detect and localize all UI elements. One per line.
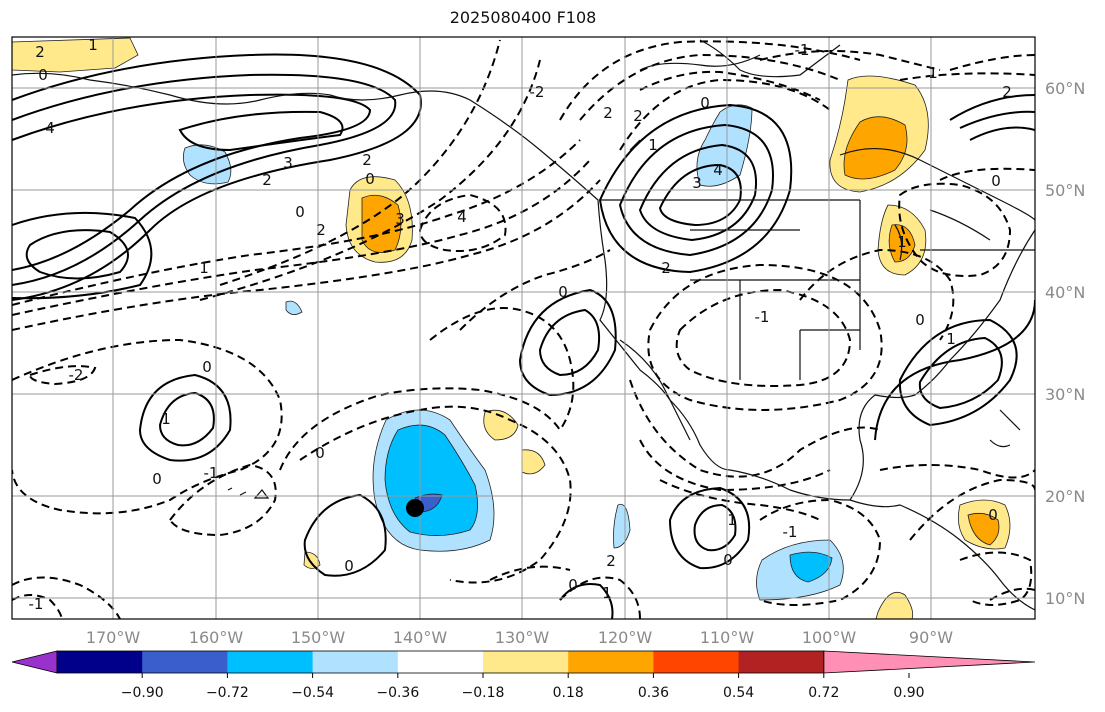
lon-label: 120°W xyxy=(598,628,653,647)
contour-label: 0 xyxy=(344,557,354,575)
contour-label: 4 xyxy=(713,161,723,179)
contour-label: 0 xyxy=(723,551,733,569)
contour-label: 0 xyxy=(315,444,325,462)
lat-label: 60°N xyxy=(1045,79,1085,98)
contour-label: 0 xyxy=(558,283,568,301)
contour-label: 0 xyxy=(991,172,1001,190)
colorbar xyxy=(11,650,1036,674)
contour-label: -1 xyxy=(29,595,44,613)
colorbar-segment xyxy=(653,651,740,673)
contour-label: 4 xyxy=(457,208,467,226)
storm-center-marker xyxy=(406,499,424,517)
positive-anomaly-shading xyxy=(12,37,1011,619)
lat-label: 20°N xyxy=(1045,487,1085,506)
colorbar-tick-label: −0.54 xyxy=(291,685,334,701)
contour-label: 0 xyxy=(700,94,710,112)
contour-label: 0 xyxy=(915,311,925,329)
gridlines xyxy=(12,37,1035,619)
lon-label: 100°W xyxy=(802,628,857,647)
contour-label: 2 xyxy=(362,151,372,169)
contour-label: -1 xyxy=(795,41,810,59)
contour-label: 0 xyxy=(202,358,212,376)
colorbar-segment xyxy=(568,651,654,673)
colorbar-segment xyxy=(738,651,825,673)
colorbar-tick-label: −0.90 xyxy=(121,685,164,701)
map-frame xyxy=(11,36,1036,620)
contour-label: 4 xyxy=(45,119,55,137)
lon-label: 170°W xyxy=(86,628,141,647)
contour-label: 2 xyxy=(35,43,45,61)
contour-label: 2 xyxy=(1002,83,1012,101)
contour-label: 3 xyxy=(395,210,405,228)
colorbar-segment xyxy=(397,651,484,673)
contour-label: 2 xyxy=(316,221,326,239)
dashed-contours xyxy=(12,39,1035,619)
colorbar-segment xyxy=(142,651,228,673)
colorbar-tick-label: 0.54 xyxy=(723,685,754,701)
contour-label: 0 xyxy=(295,203,305,221)
contour-label: 1 xyxy=(648,136,658,154)
solid-contours xyxy=(12,53,1035,619)
colorbar-tick-label: 0.90 xyxy=(893,685,924,701)
contour-label: 1 xyxy=(946,330,956,348)
contour-label: 1 xyxy=(602,584,612,602)
lon-label: 90°W xyxy=(909,628,953,647)
colorbar-tick-label: −0.18 xyxy=(462,685,505,701)
lon-label: 150°W xyxy=(291,628,346,647)
contour-label: 2 xyxy=(606,552,616,570)
contour-label: 2 xyxy=(262,171,272,189)
lon-label: 130°W xyxy=(495,628,550,647)
lon-label: 110°W xyxy=(700,628,755,647)
lat-label: 50°N xyxy=(1045,181,1085,200)
lat-label: 40°N xyxy=(1045,283,1085,302)
colorbar-segment xyxy=(57,651,143,673)
contour-label: 2 xyxy=(661,259,671,277)
colorbar-segment xyxy=(312,651,399,673)
colorbar-segment xyxy=(227,651,314,673)
colorbar-tick-label: −0.36 xyxy=(376,685,419,701)
contour-label: 3 xyxy=(283,154,293,172)
contour-label: -2 xyxy=(530,83,545,101)
colorbar-extend-max xyxy=(823,650,1036,674)
latitude-labels: 60°N 50°N 40°N 30°N 20°N 10°N xyxy=(1045,79,1085,608)
colorbar-tick-label: 0.18 xyxy=(553,685,584,701)
contour-label: 1 xyxy=(928,64,938,82)
colorbar-tick-label: −0.72 xyxy=(206,685,249,701)
contour-label: 1 xyxy=(727,511,737,529)
contour-label: -1 xyxy=(783,523,798,541)
coastlines xyxy=(12,39,1035,611)
contour-label: 1 xyxy=(897,233,907,251)
contour-label: 2 xyxy=(633,107,643,125)
contour-label: 0 xyxy=(988,506,998,524)
contour-label: -1 xyxy=(204,464,219,482)
contour-label: 1 xyxy=(161,410,171,428)
lat-label: 30°N xyxy=(1045,385,1085,404)
contour-label: -1 xyxy=(755,308,770,326)
colorbar-segment xyxy=(483,651,569,673)
colorbar-outline xyxy=(56,650,825,674)
contour-label: 1 xyxy=(199,259,209,277)
lat-label: 10°N xyxy=(1045,589,1085,608)
contour-label: 2 xyxy=(603,104,613,122)
contour-label: 1 xyxy=(88,36,98,54)
contour-label: 0 xyxy=(365,170,375,188)
colorbar-extend-min xyxy=(11,650,58,674)
colorbar-tick-label: 0.72 xyxy=(808,685,839,701)
contour-label: 0 xyxy=(38,66,48,84)
contour-label: -2 xyxy=(69,366,84,384)
longitude-labels: 170°W 160°W 150°W 140°W 130°W 120°W 110°… xyxy=(86,628,953,647)
colorbar-tick-labels: −0.90 −0.72 −0.54 −0.36 −0.18 0.18 0.36 0.54 0.7… xyxy=(121,673,925,701)
map-title: 2025080400 F108 xyxy=(449,8,597,27)
contour-label: 3 xyxy=(692,174,702,192)
lon-label: 160°W xyxy=(189,628,244,647)
colorbar-tick-label: 0.36 xyxy=(638,685,669,701)
lon-label: 140°W xyxy=(393,628,448,647)
contour-label: 0 xyxy=(152,470,162,488)
contour-label: 0 xyxy=(568,576,578,594)
